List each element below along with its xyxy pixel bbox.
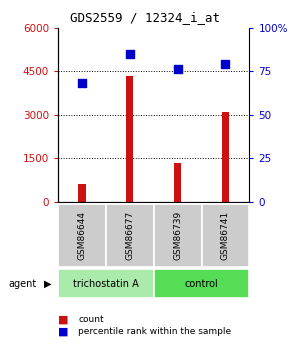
Text: control: control xyxy=(185,279,218,289)
Point xyxy=(79,81,84,86)
Text: count: count xyxy=(78,315,104,324)
Text: ▶: ▶ xyxy=(44,279,51,289)
Text: trichostatin A: trichostatin A xyxy=(73,279,139,289)
Point xyxy=(223,61,228,67)
Text: ■: ■ xyxy=(58,315,68,325)
Text: GSM86741: GSM86741 xyxy=(221,211,230,260)
Text: GSM86644: GSM86644 xyxy=(77,211,86,260)
Bar xyxy=(126,76,133,202)
Text: ■: ■ xyxy=(58,327,68,337)
Point xyxy=(175,67,180,72)
Text: GDS2559 / 12324_i_at: GDS2559 / 12324_i_at xyxy=(70,11,220,24)
Bar xyxy=(174,162,181,202)
Text: GSM86739: GSM86739 xyxy=(173,211,182,260)
Bar xyxy=(222,112,229,202)
Point xyxy=(127,51,132,57)
Text: percentile rank within the sample: percentile rank within the sample xyxy=(78,327,231,336)
Text: agent: agent xyxy=(9,279,37,289)
Text: GSM86677: GSM86677 xyxy=(125,211,134,260)
Bar xyxy=(78,185,86,202)
